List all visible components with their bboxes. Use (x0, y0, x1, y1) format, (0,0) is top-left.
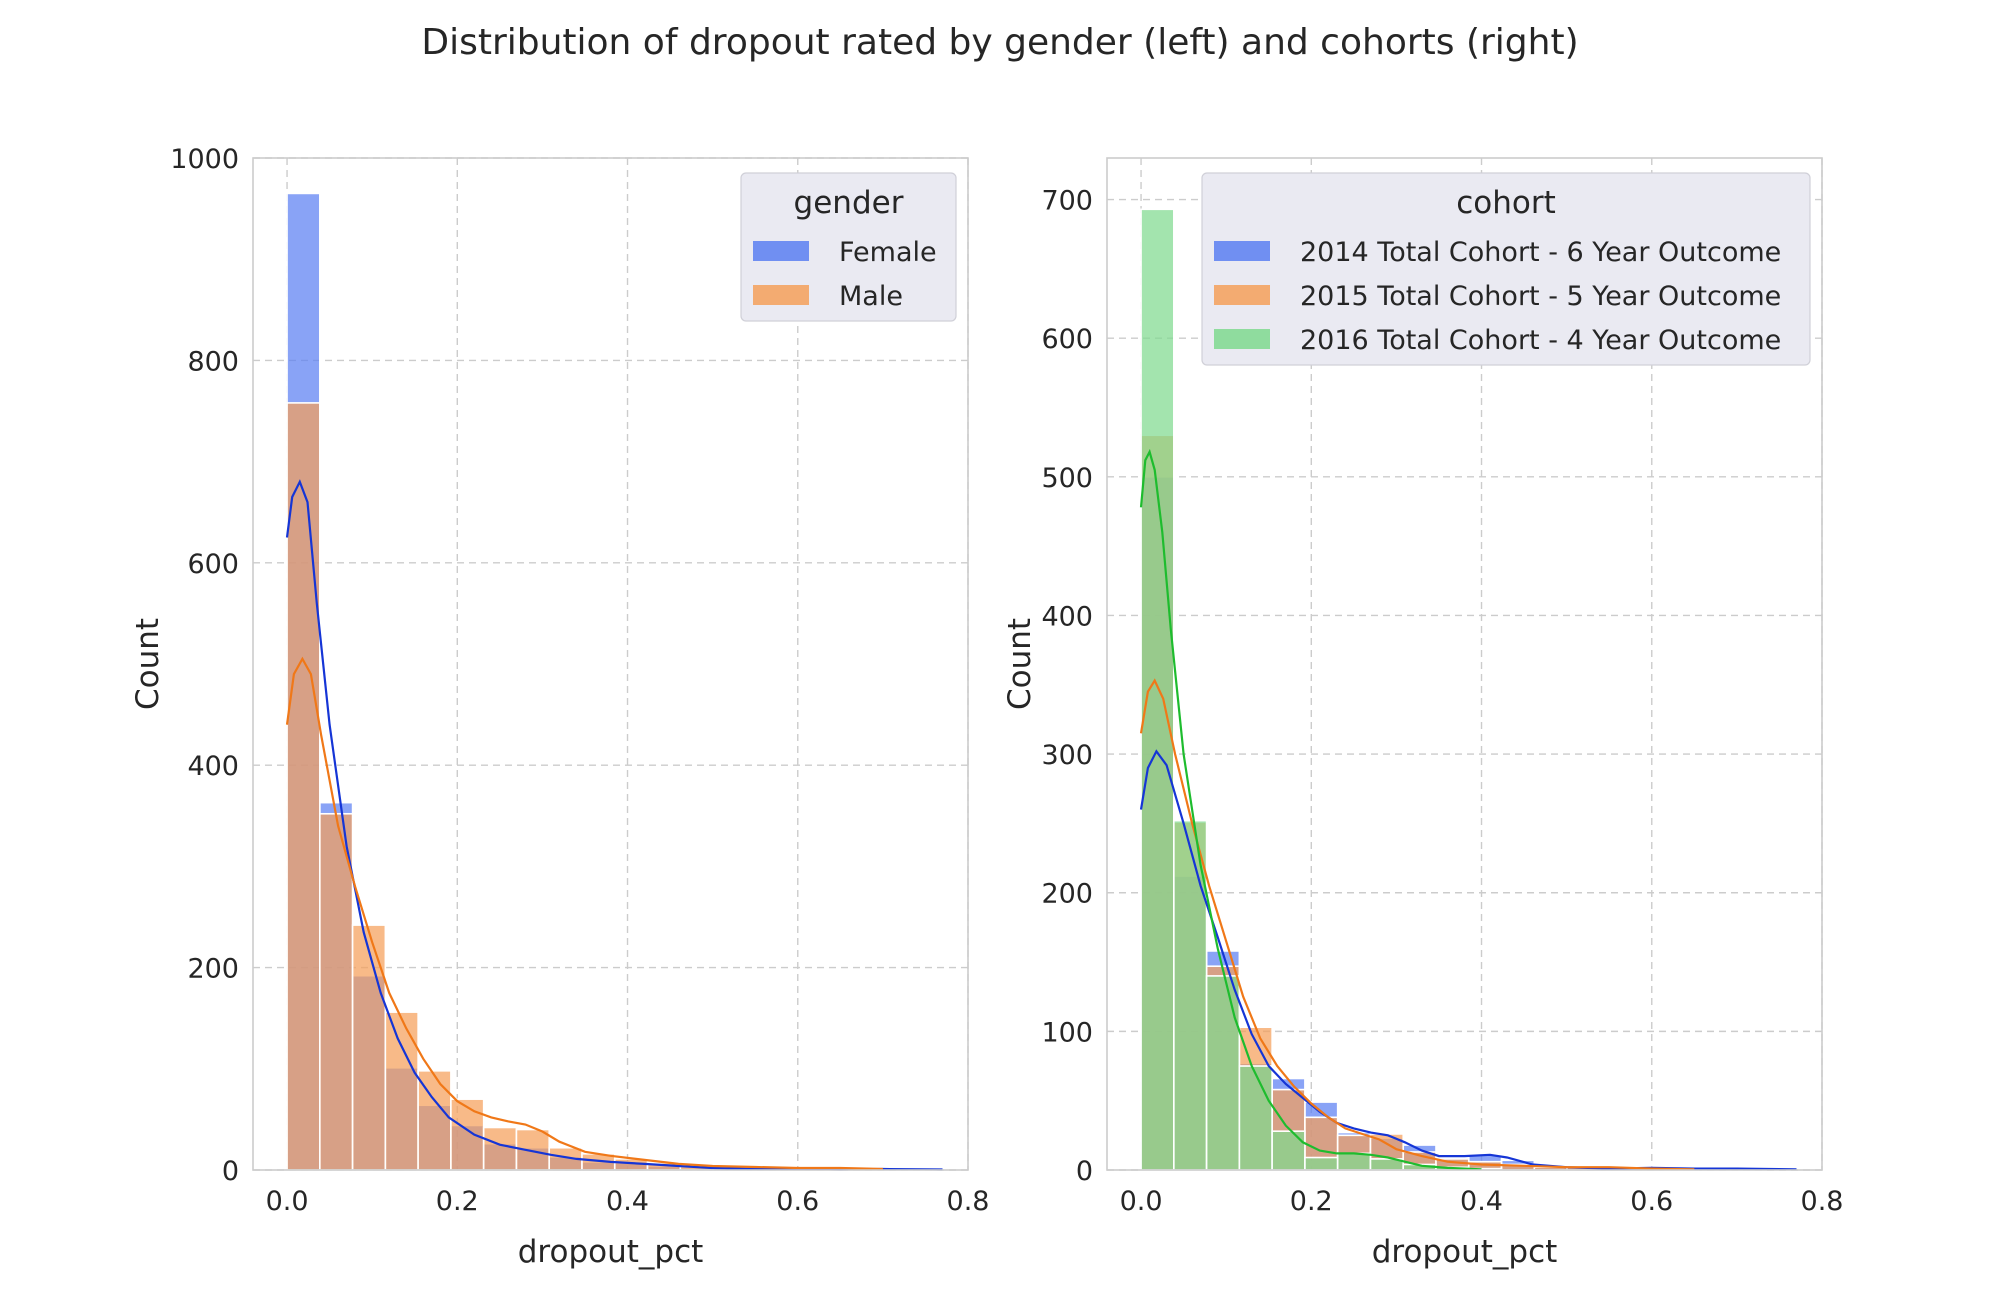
histogram-bar (450, 1098, 485, 1171)
legend-swatch (1214, 285, 1270, 305)
right-chart-cohort: 0.0 0.2 0.4 0.6 0.8 0 100 200 300 400 500 600 700 dro… (1002, 157, 1844, 1270)
legend-title: cohort (1456, 185, 1556, 221)
legend-entry: 2016 Total Cohort - 4 Year Outcome (1300, 325, 1781, 356)
kde-line (1139, 448, 1482, 1171)
kde-line (285, 656, 883, 1171)
x-tick-label: 0.8 (947, 1186, 990, 1217)
y-tick-label: 800 (187, 346, 239, 377)
y-tick-label: 0 (1076, 1156, 1093, 1187)
histogram-bar (1140, 208, 1175, 1171)
y-tick-label: 1000 (170, 144, 239, 175)
y-tick-label: 600 (187, 549, 239, 580)
x-tick-label: 0.4 (1460, 1186, 1503, 1217)
histogram-bar (286, 402, 321, 1171)
histogram-bar (319, 812, 354, 1171)
histogram-bar (417, 1070, 452, 1171)
y-axis-label: Count (1002, 618, 1038, 710)
legend-swatch (753, 241, 809, 261)
x-tick-label: 0.0 (266, 1186, 309, 1217)
y-tick-label: 200 (187, 954, 239, 985)
y-tick-label: 0 (222, 1156, 239, 1187)
x-tick-label: 0.6 (1630, 1186, 1673, 1217)
legend-title: gender (794, 185, 904, 221)
legend-box (740, 172, 957, 322)
histogram-bar (1336, 1152, 1372, 1171)
legend-entry: 2014 Total Cohort - 6 Year Outcome (1300, 237, 1781, 268)
legend-box (1201, 172, 1811, 366)
histogram-bar (384, 1011, 419, 1171)
x-tick-label: 0.2 (436, 1186, 479, 1217)
y-tick-label: 400 (1041, 601, 1093, 632)
plot-area-frame (252, 157, 969, 1171)
legend-swatch (753, 285, 809, 305)
y-tick-label: 600 (1041, 324, 1093, 355)
histogram-bar (1304, 1156, 1339, 1171)
figure-title: Distribution of dropout rated by gender … (421, 22, 1578, 63)
x-axis-label: dropout_pct (518, 1234, 704, 1270)
histogram-bar (351, 924, 387, 1171)
y-tick-label: 400 (187, 751, 239, 782)
kde-line (1139, 678, 1695, 1171)
x-tick-label: 0.6 (776, 1186, 819, 1217)
plot-area-frame (1106, 157, 1823, 1171)
legend-entry: Female (839, 237, 937, 268)
legend-entry: 2015 Total Cohort - 5 Year Outcome (1300, 281, 1781, 312)
legend-swatch (1214, 329, 1270, 349)
histogram-bar (482, 1126, 518, 1171)
kde-line (285, 479, 943, 1171)
histogram-bar (1205, 975, 1241, 1171)
x-axis-label: dropout_pct (1372, 1234, 1558, 1270)
x-tick-label: 0.4 (606, 1186, 649, 1217)
left-chart-gender: 0.0 0.2 0.4 0.6 0.8 0 200 400 600 800 1000 dropout_… (130, 144, 989, 1270)
legend-entry: Male (839, 281, 903, 312)
histogram-bar (1271, 1130, 1306, 1171)
legend: cohort 2014 Total Cohort - 6 Year Outcome… (1201, 172, 1811, 366)
y-axis-label: Count (130, 618, 166, 710)
y-tick-label: 200 (1041, 879, 1093, 910)
x-tick-label: 0.8 (1801, 1186, 1844, 1217)
legend: gender Female Male (740, 172, 957, 322)
legend-swatch (1214, 241, 1270, 261)
histogram-bar (1238, 1065, 1273, 1171)
histogram-bar (1173, 819, 1208, 1171)
y-tick-label: 500 (1041, 463, 1093, 494)
x-tick-label: 0.0 (1120, 1186, 1163, 1217)
x-tick-label: 0.2 (1290, 1186, 1333, 1217)
y-tick-label: 300 (1041, 740, 1093, 771)
y-tick-label: 700 (1041, 186, 1093, 217)
y-tick-label: 100 (1041, 1017, 1093, 1048)
